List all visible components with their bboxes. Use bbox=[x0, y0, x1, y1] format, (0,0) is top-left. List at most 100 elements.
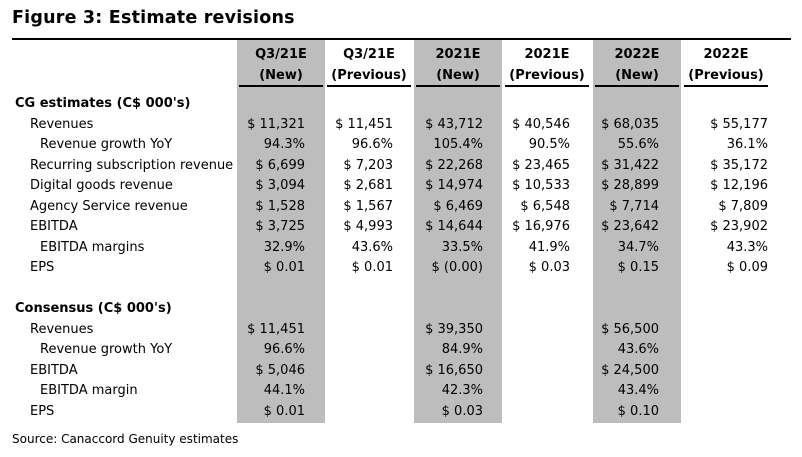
value-cell: $ 23,465 bbox=[512, 157, 570, 173]
value-cell: 94.3% bbox=[263, 137, 305, 152]
value-cell: $ 0.09 bbox=[726, 260, 768, 275]
value-cell: $ 5,046 bbox=[255, 362, 305, 378]
value-cell: $ 22,268 bbox=[425, 157, 483, 173]
value-cell: 34.7% bbox=[617, 239, 659, 255]
value-cell: 96.6% bbox=[263, 342, 305, 357]
value-cell: 41.9% bbox=[528, 239, 570, 255]
header-underline-4 bbox=[595, 85, 679, 87]
table-row: Revenue growth YoY 96.6% 84.9% 43.6% bbox=[0, 340, 802, 360]
column-header-line2: (Previous) bbox=[331, 68, 407, 83]
column-header-line1: 2022E bbox=[703, 47, 749, 62]
column-header-line2: (Previous) bbox=[509, 68, 585, 83]
value-cell: $ 11,451 bbox=[335, 116, 393, 132]
value-cell: $ 7,203 bbox=[343, 157, 393, 173]
header-underline-2 bbox=[416, 85, 500, 87]
value-cell: $ 0.03 bbox=[441, 403, 483, 419]
value-cell: $ 0.01 bbox=[263, 260, 305, 275]
column-header-4: 2022E (New) bbox=[593, 44, 681, 86]
table-row: EBITDA $ 5,046 $ 16,650 $ 24,500 bbox=[0, 361, 802, 381]
value-cell: $ 4,993 bbox=[343, 219, 393, 234]
value-cell: 84.9% bbox=[441, 342, 483, 357]
column-header-line2: (New) bbox=[436, 68, 480, 83]
table-row: Agency Service revenue $ 1,528 $ 1,567 $ 6,… bbox=[0, 197, 802, 217]
value-cell: $ 35,172 bbox=[710, 157, 768, 173]
column-header-line1: Q3/21E bbox=[255, 47, 307, 62]
value-cell: 33.5% bbox=[441, 239, 483, 255]
value-cell: $ 28,899 bbox=[601, 178, 659, 193]
row-label: Digital goods revenue bbox=[30, 178, 173, 193]
row-label: EPS bbox=[30, 403, 55, 419]
column-header-line1: Q3/21E bbox=[343, 47, 395, 62]
value-cell: $ 3,094 bbox=[255, 178, 305, 193]
value-cell: 43.6% bbox=[617, 342, 659, 357]
table-row: Revenues $ 11,321 $ 11,451 $ 43,712 $ 40,546… bbox=[0, 115, 802, 135]
value-cell: $ 56,500 bbox=[601, 321, 659, 337]
value-cell: $ 0.01 bbox=[263, 403, 305, 419]
column-header-line1: 2021E bbox=[435, 47, 481, 62]
value-cell: $ 6,469 bbox=[433, 198, 483, 214]
row-label: Recurring subscription revenue (A bbox=[30, 157, 233, 173]
column-header-5: 2022E (Previous) bbox=[682, 44, 770, 86]
value-cell: $ 68,035 bbox=[601, 116, 659, 132]
row-label: EPS bbox=[30, 260, 55, 275]
value-cell: $ 23,902 bbox=[710, 219, 768, 234]
value-cell: 90.5% bbox=[528, 137, 570, 152]
value-cell: 44.1% bbox=[263, 383, 305, 398]
table-row: Revenues $ 11,451 $ 39,350 $ 56,500 bbox=[0, 320, 802, 340]
row-label: Revenues bbox=[30, 116, 94, 132]
section-heading-row: Consensus (C$ 000's) bbox=[0, 299, 802, 319]
table-row: EBITDA $ 3,725 $ 4,993 $ 14,644 $ 16,976 $ 23… bbox=[0, 217, 802, 237]
value-cell: 36.1% bbox=[726, 137, 768, 152]
row-label: Revenue growth YoY bbox=[40, 137, 173, 152]
section-heading: Consensus (C$ 000's) bbox=[15, 301, 172, 316]
column-header-line2: (New) bbox=[615, 68, 659, 83]
table-row: EPS $ 0.01 $ 0.03 $ 0.10 bbox=[0, 402, 802, 422]
value-cell: $ 40,546 bbox=[512, 116, 570, 132]
value-cell: $ 55,177 bbox=[710, 116, 768, 132]
value-cell: $ 23,642 bbox=[601, 219, 659, 234]
value-cell: $ 14,974 bbox=[425, 178, 483, 193]
value-cell: $ 31,422 bbox=[601, 157, 659, 173]
table-row: Revenue growth YoY 94.3% 96.6% 105.4% 90.5% 5… bbox=[0, 135, 802, 155]
value-cell: $ 1,567 bbox=[343, 198, 393, 214]
value-cell: $ 14,644 bbox=[425, 219, 483, 234]
value-cell: $ 1,528 bbox=[255, 198, 305, 214]
column-header-0: Q3/21E (New) bbox=[237, 44, 325, 86]
value-cell: $ 12,196 bbox=[710, 178, 768, 193]
value-cell: $ 11,321 bbox=[247, 116, 305, 132]
value-cell: 43.4% bbox=[617, 383, 659, 398]
row-label: EBITDA margin bbox=[40, 383, 138, 398]
source-note: Source: Canaccord Genuity estimates bbox=[12, 432, 239, 446]
header-underline-0 bbox=[239, 85, 323, 87]
header-underline-5 bbox=[684, 85, 768, 87]
value-cell: $ 6,699 bbox=[255, 157, 305, 173]
column-header-line1: 2021E bbox=[524, 47, 570, 62]
value-cell: $ 0.01 bbox=[351, 260, 393, 275]
table-row: EBITDA margins 32.9% 43.6% 33.5% 41.9% 34.7% 4… bbox=[0, 238, 802, 258]
value-cell: $ 24,500 bbox=[601, 362, 659, 378]
value-cell: $ (0.00) bbox=[431, 260, 484, 275]
value-cell: $ 0.15 bbox=[617, 260, 659, 275]
value-cell: $ 7,714 bbox=[609, 198, 659, 214]
title-rule bbox=[12, 38, 791, 40]
section-heading-row: CG estimates (C$ 000's) bbox=[0, 94, 802, 114]
value-cell: $ 10,533 bbox=[512, 178, 570, 193]
column-header-3: 2021E (Previous) bbox=[503, 44, 591, 86]
table-row: Recurring subscription revenue (A $ 6,699… bbox=[0, 156, 802, 176]
header-underline-1 bbox=[327, 85, 411, 87]
row-label: Agency Service revenue bbox=[30, 198, 188, 214]
column-header-line2: (Previous) bbox=[688, 68, 764, 83]
value-cell: $ 0.03 bbox=[528, 260, 570, 275]
value-cell: $ 11,451 bbox=[247, 321, 305, 337]
value-cell: 55.6% bbox=[617, 137, 659, 152]
column-header-1: Q3/21E (Previous) bbox=[325, 44, 413, 86]
value-cell: $ 7,809 bbox=[718, 198, 768, 214]
shaded-column-4 bbox=[593, 40, 681, 423]
column-header-line1: 2022E bbox=[614, 47, 660, 62]
row-label: EBITDA bbox=[30, 219, 78, 234]
shaded-column-2 bbox=[414, 40, 502, 423]
value-cell: $ 39,350 bbox=[425, 321, 483, 337]
header-underline-3 bbox=[505, 85, 589, 87]
row-label: Revenues bbox=[30, 321, 94, 337]
row-label: EBITDA bbox=[30, 362, 78, 378]
